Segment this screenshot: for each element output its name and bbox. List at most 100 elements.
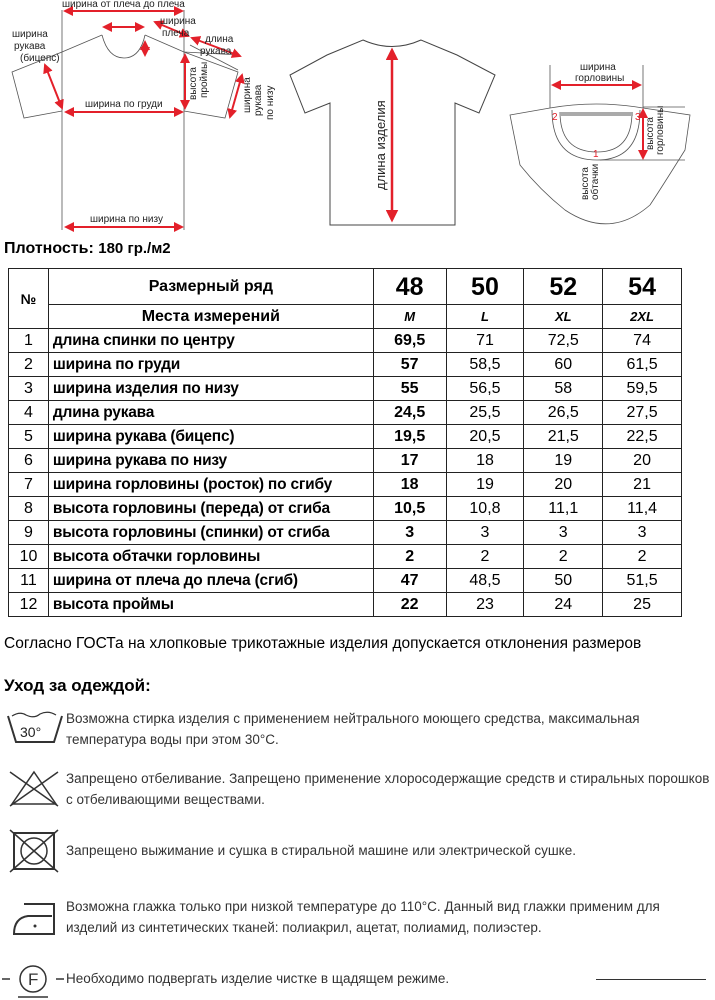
care-text-iron: Возможна глажка только при низкой темпер… [66, 899, 660, 935]
measurement-value: 51,5 [602, 568, 682, 593]
measurement-value: 55 [372, 376, 447, 401]
care-title: Уход за одеждой: [4, 676, 151, 695]
label-sleeve-bottom-3: по низу [265, 86, 276, 120]
row-number: 8 [8, 496, 49, 521]
row-number: 12 [8, 592, 49, 617]
measure-label: Места измерений [47, 304, 374, 329]
measurement-value: 72,5 [523, 328, 604, 353]
measurement-name: высота проймы [47, 592, 374, 617]
table-row: 7 ширина горловины (росток) по сгибу 18 19 2… [8, 472, 682, 497]
label-sleeve-length: длина [205, 34, 234, 45]
row-number: 7 [8, 472, 49, 497]
measurement-value: 2 [372, 544, 447, 569]
size-48: 48 [372, 268, 447, 305]
label-facing-height: высота [580, 167, 591, 200]
label-neck-height-2: горловины [655, 106, 666, 155]
density-label: Плотность: [4, 240, 94, 257]
table-row: 6 ширина рукава по низу 17 18 19 20 [8, 448, 682, 473]
label-sleeve-bottom-2: рукава [253, 84, 264, 116]
measurement-value: 27,5 [602, 400, 682, 425]
tolerance-note: Согласно ГОСТа на хлопковые трикотажные … [4, 635, 642, 652]
label-bottom-width: ширина по низу [90, 214, 163, 225]
measurement-value: 69,5 [372, 328, 447, 353]
neck-measurement-diagram: ширина горловины высота горловины высота… [509, 62, 691, 225]
measurement-name: длина спинки по центру [47, 328, 374, 353]
table-row: 5 ширина рукава (бицепс) 19,5 20,5 21,5 22,5 [8, 424, 682, 449]
size-50: 50 [445, 268, 525, 305]
label-length: длина изделия [373, 100, 388, 190]
measurement-value: 3 [602, 520, 682, 545]
measurement-name: высота горловины (спинки) от сгиба [47, 520, 374, 545]
measurement-value: 58,5 [445, 352, 525, 377]
measurement-name: ширина по груди [47, 352, 374, 377]
measurement-value: 20,5 [445, 424, 525, 449]
measurement-value: 19 [445, 472, 525, 497]
size-52: 52 [523, 268, 604, 305]
label-sleeve-length-2: рукава [200, 46, 232, 57]
table-row: 1 длина спинки по центру 69,5 71 72,5 74 [8, 328, 682, 353]
row-number: 9 [8, 520, 49, 545]
no-bleach-icon [9, 770, 59, 807]
measurement-name: длина рукава [47, 400, 374, 425]
row-number: 10 [8, 544, 49, 569]
back-length-diagram: длина изделия [289, 39, 496, 226]
measurement-value: 25 [602, 592, 682, 617]
measurement-value: 57 [372, 352, 447, 377]
measurement-value: 22 [372, 592, 447, 617]
measurement-value: 18 [372, 472, 447, 497]
num-header: № [8, 268, 49, 329]
table-row: 3 ширина изделия по низу 55 56,5 58 59,5 [8, 376, 682, 401]
table-row: 2 ширина по груди 57 58,5 60 61,5 [8, 352, 682, 377]
label-shoulder-width: ширина [160, 16, 196, 27]
measurement-value: 2 [523, 544, 604, 569]
care-text-bleach: Запрещено отбеливание. Запрещено примене… [66, 771, 710, 807]
divider-line [596, 979, 706, 980]
measurement-value: 24 [523, 592, 604, 617]
marker-2: 2 [552, 112, 558, 123]
row-number: 1 [8, 328, 49, 353]
measurement-value: 61,5 [602, 352, 682, 377]
table-row: 9 высота горловины (спинки) от сгиба 3 3 3 3 [8, 520, 682, 545]
measurement-value: 47 [372, 568, 447, 593]
label-shoulder-width-2: плеча [162, 28, 190, 39]
letter-header-row: Места измерений M L XL 2XL [9, 304, 682, 329]
size-row-label: Размерный ряд [47, 268, 374, 305]
label-sleeve-bottom: ширина [242, 77, 253, 113]
measurement-name: высота обтачки горловины [47, 544, 374, 569]
measurement-value: 17 [372, 448, 447, 473]
measurement-value: 58 [523, 376, 604, 401]
size-chart-table: № Размерный ряд 48 50 52 54 Места измере… [8, 268, 682, 617]
marker-1: 1 [593, 149, 599, 160]
table-row: 8 высота горловины (переда) от сгиба 10,5 1… [8, 496, 682, 521]
label-armhole-height-2: проймы [199, 62, 210, 98]
measurement-value: 24,5 [372, 400, 447, 425]
measurement-value: 25,5 [445, 400, 525, 425]
table-row: 11 ширина от плеча до плеча (сгиб) 47 48,5 5… [8, 568, 682, 593]
letter-xl: XL [523, 304, 604, 329]
label-armhole-height: высота [188, 67, 199, 100]
label-neck-width-2: горловины [575, 73, 624, 84]
measurement-value: 21 [602, 472, 682, 497]
wash-30-icon: 30° [7, 711, 63, 743]
measurement-value: 74 [602, 328, 682, 353]
svg-text:30°: 30° [20, 724, 41, 740]
measurement-value: 19 [523, 448, 604, 473]
table-row: 4 длина рукава 24,5 25,5 26,5 27,5 [8, 400, 682, 425]
measurement-name: ширина рукава (бицепс) [47, 424, 374, 449]
measurement-value: 20 [602, 448, 682, 473]
measurement-value: 2 [445, 544, 525, 569]
label-chest-width: ширина по груди [85, 99, 163, 110]
size-54: 54 [602, 268, 682, 305]
label-facing-height-2: обтачки [589, 164, 601, 200]
label-sleeve-width-2: рукава [14, 41, 46, 52]
label-sleeve-width-3: (бицепс) [20, 52, 60, 64]
letter-m: M [372, 304, 447, 329]
row-number: 2 [8, 352, 49, 377]
label-neck-height: высота [645, 117, 656, 150]
care-text-wash: Возможна стирка изделия с применением не… [66, 711, 640, 747]
measurement-value: 3 [523, 520, 604, 545]
measurement-name: ширина изделия по низу [47, 376, 374, 401]
table-row: 12 высота проймы 22 23 24 25 [8, 592, 682, 617]
care-text-dryclean: Необходимо подвергать изделие чистке в щ… [66, 971, 450, 986]
measurement-value: 56,5 [445, 376, 525, 401]
